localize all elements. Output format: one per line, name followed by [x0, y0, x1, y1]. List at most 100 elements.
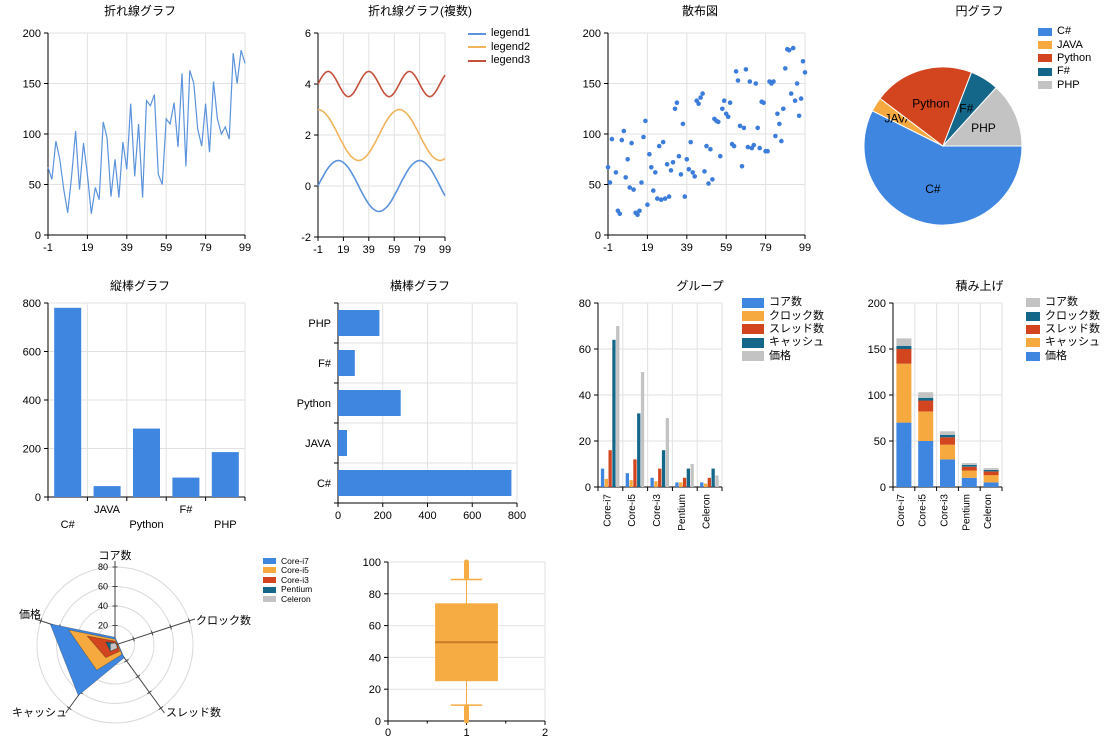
bar	[133, 428, 160, 497]
multi-line-chart-cell: 折れ線グラフ(複数) -1 19 39 59 79 99 -2 0 2 4 6 legend1 leg…	[280, 0, 560, 270]
bar	[616, 326, 620, 487]
legend-item: C#	[1038, 25, 1091, 38]
y-tick-label: 150	[868, 344, 886, 356]
bar	[633, 459, 637, 487]
scatter-point	[678, 172, 684, 177]
bar	[600, 468, 605, 487]
bar	[640, 372, 645, 487]
y-tick-label: 100	[23, 129, 41, 141]
y-tick-label: 40	[369, 652, 381, 664]
radar-tick	[187, 618, 191, 624]
bar	[686, 468, 690, 487]
scatter-point	[658, 197, 664, 202]
scatter-point	[656, 143, 662, 149]
radar-axis-label: スレッド数	[166, 706, 221, 719]
legend-swatch	[742, 324, 764, 335]
scatter-point	[666, 194, 672, 199]
y-tick-label: 0	[585, 482, 591, 494]
category-label: F#	[318, 358, 332, 370]
legend-item: キャッシュ	[1026, 336, 1100, 349]
y-tick-label: 200	[583, 28, 601, 40]
y-tick-label: 50	[589, 180, 601, 192]
category-label: Core-i5	[627, 494, 638, 527]
radar-tick	[135, 674, 141, 679]
scatter-point	[690, 170, 695, 175]
legend-item: JAVA	[1038, 38, 1091, 51]
bar	[715, 475, 719, 487]
line-series	[317, 70, 446, 98]
x-tick-label: -1	[43, 242, 53, 254]
bar	[700, 482, 704, 487]
bar-segment	[983, 482, 999, 487]
legend-item: F#	[1038, 65, 1091, 78]
x-tick-label: 39	[681, 242, 693, 254]
scatter-point	[674, 100, 680, 105]
scatter-point	[672, 106, 678, 112]
bar-segment	[918, 411, 934, 441]
radar-axis-label: キャッシュ	[12, 707, 67, 719]
scatter-point	[609, 136, 615, 142]
category-label: Pentium	[961, 494, 972, 531]
scatter-point	[733, 69, 739, 74]
legend-label: PHP	[1057, 78, 1080, 91]
category-label: Celeron	[983, 494, 994, 529]
line-series	[47, 50, 246, 214]
x-tick-label: 99	[439, 244, 451, 256]
legend-swatch	[1038, 27, 1052, 36]
y-tick-label: 80	[579, 298, 591, 310]
y-tick-label: 0	[375, 716, 381, 728]
legend-swatch	[263, 567, 276, 574]
scatter-point	[668, 168, 674, 173]
legend: コア数 クロック数 スレッド数 キャッシュ 価格	[1026, 296, 1100, 363]
legend-item: キャッシュ	[742, 336, 824, 349]
scatter-point	[708, 146, 713, 152]
scatter-point	[757, 145, 762, 151]
legend-label: C#	[1057, 25, 1072, 38]
y-tick-label: 200	[23, 28, 41, 40]
line-series	[317, 108, 446, 162]
scatter-point	[741, 125, 747, 131]
x-tick-label: 59	[388, 244, 400, 256]
x-tick-label: 99	[799, 242, 811, 254]
bar-segment	[983, 468, 999, 470]
radar-tick-label: 60	[98, 582, 108, 592]
bar-segment	[918, 400, 934, 412]
legend-swatch	[263, 557, 276, 564]
scatter-point	[684, 157, 690, 162]
bar	[637, 413, 641, 487]
radar-series	[86, 635, 121, 659]
legend-swatch	[1026, 298, 1040, 308]
scatter-point	[802, 70, 808, 75]
scatter-point	[635, 212, 640, 218]
legend-label: Python	[1057, 51, 1092, 64]
scatter-point	[629, 140, 634, 146]
scatter-point	[796, 113, 802, 119]
scatter-chart-cell: 散布図 -1 19 39 59 79 99 0 50 100 150 200	[560, 0, 840, 270]
scatter-point	[670, 160, 676, 165]
scatter-point	[720, 106, 725, 112]
category-label: PHP	[308, 318, 331, 330]
scatter-point	[747, 79, 753, 84]
scatter-point	[771, 79, 776, 84]
y-tick-label: 4	[305, 79, 311, 91]
x-tick-label: 2	[542, 727, 548, 739]
radar-tick-label: 80	[98, 562, 108, 572]
scatter-point	[781, 106, 786, 112]
legend-item: Python	[1038, 52, 1091, 65]
scatter-point	[619, 137, 625, 143]
scatter-chart-canvas: -1 19 39 59 79 99 0 50 100 150 200	[583, 28, 811, 254]
vertical-bar-chart-canvas: 0 200 400 600 800 C# JAVA Python F# PHP	[23, 298, 246, 531]
legend-label: 価格	[1045, 349, 1067, 362]
x-tick-label: 39	[363, 244, 375, 256]
category-label: JAVA	[94, 504, 121, 516]
pie-slice-label: C#	[925, 182, 941, 196]
scatter-point	[718, 153, 723, 159]
scatter-point	[755, 125, 760, 131]
y-tick-label: 6	[305, 28, 311, 40]
radar-tick	[169, 624, 172, 630]
y-tick-label: 400	[23, 395, 41, 407]
scatter-point	[788, 91, 794, 96]
x-tick-label: -1	[313, 244, 323, 256]
legend-swatch	[1026, 351, 1040, 361]
